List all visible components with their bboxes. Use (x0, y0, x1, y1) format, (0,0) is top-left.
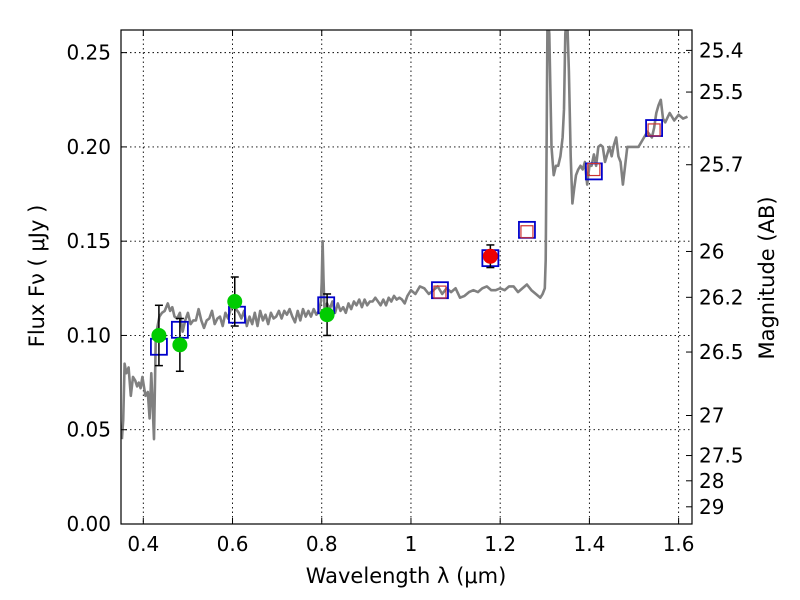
mag-tick-label: 26.5 (699, 340, 744, 364)
y-tick-label: 0.10 (66, 323, 111, 347)
y-tick-label: 0.05 (66, 418, 111, 442)
plot-area (121, 30, 689, 441)
x-tick-label: 0.4 (127, 532, 159, 556)
x-tick-label: 0.6 (217, 532, 249, 556)
x-axis-label: Wavelength λ (μm) (306, 564, 507, 588)
x-tick-label: 1.2 (484, 532, 516, 556)
y-tick-label: 0.25 (66, 41, 111, 65)
observed-point-green (319, 307, 335, 323)
plot-frame (120, 29, 693, 525)
observed-point-red (482, 248, 498, 264)
x-tick-label: 0.8 (306, 532, 338, 556)
observed-point-green (172, 337, 188, 353)
y-axis-label: Flux Fν ( μJy ) (25, 205, 49, 348)
extrapolated-box (587, 162, 601, 177)
mag-tick-label: 25.7 (699, 153, 744, 177)
extrapolated-box (647, 123, 661, 137)
mag-tick-label: 25.5 (699, 80, 744, 104)
mag-tick-label: 27.5 (699, 444, 744, 468)
model-spectrum-line (121, 30, 689, 441)
y-tick-label: 0.15 (66, 229, 111, 253)
y2-axis-label: Magnitude (AB) (755, 196, 779, 359)
mag-tick-label: 27 (699, 404, 724, 428)
y-tick-label: 0.00 (66, 512, 111, 536)
x-tick-label: 1.4 (573, 532, 605, 556)
axes: 0.4 0.6 0.8 1 1.2 1.4 1.6 0.00 0.05 0.10 0.15 0.20 0… (66, 30, 744, 556)
mag-tick-label: 28 (699, 469, 724, 493)
observed-point-green (227, 294, 243, 310)
mag-tick-label: 25.4 (699, 38, 744, 62)
mag-tick-label: 29 (699, 495, 724, 519)
observed-point-green (151, 327, 167, 343)
y-tick-label: 0.20 (66, 135, 111, 159)
x-tick-label: 1.6 (663, 532, 695, 556)
mag-tick-label: 26.2 (699, 285, 744, 309)
extrapolated-box (433, 285, 447, 299)
x-tick-label: 1 (405, 532, 418, 556)
extrapolated-box (520, 225, 534, 239)
mag-tick-label: 26 (699, 239, 724, 263)
